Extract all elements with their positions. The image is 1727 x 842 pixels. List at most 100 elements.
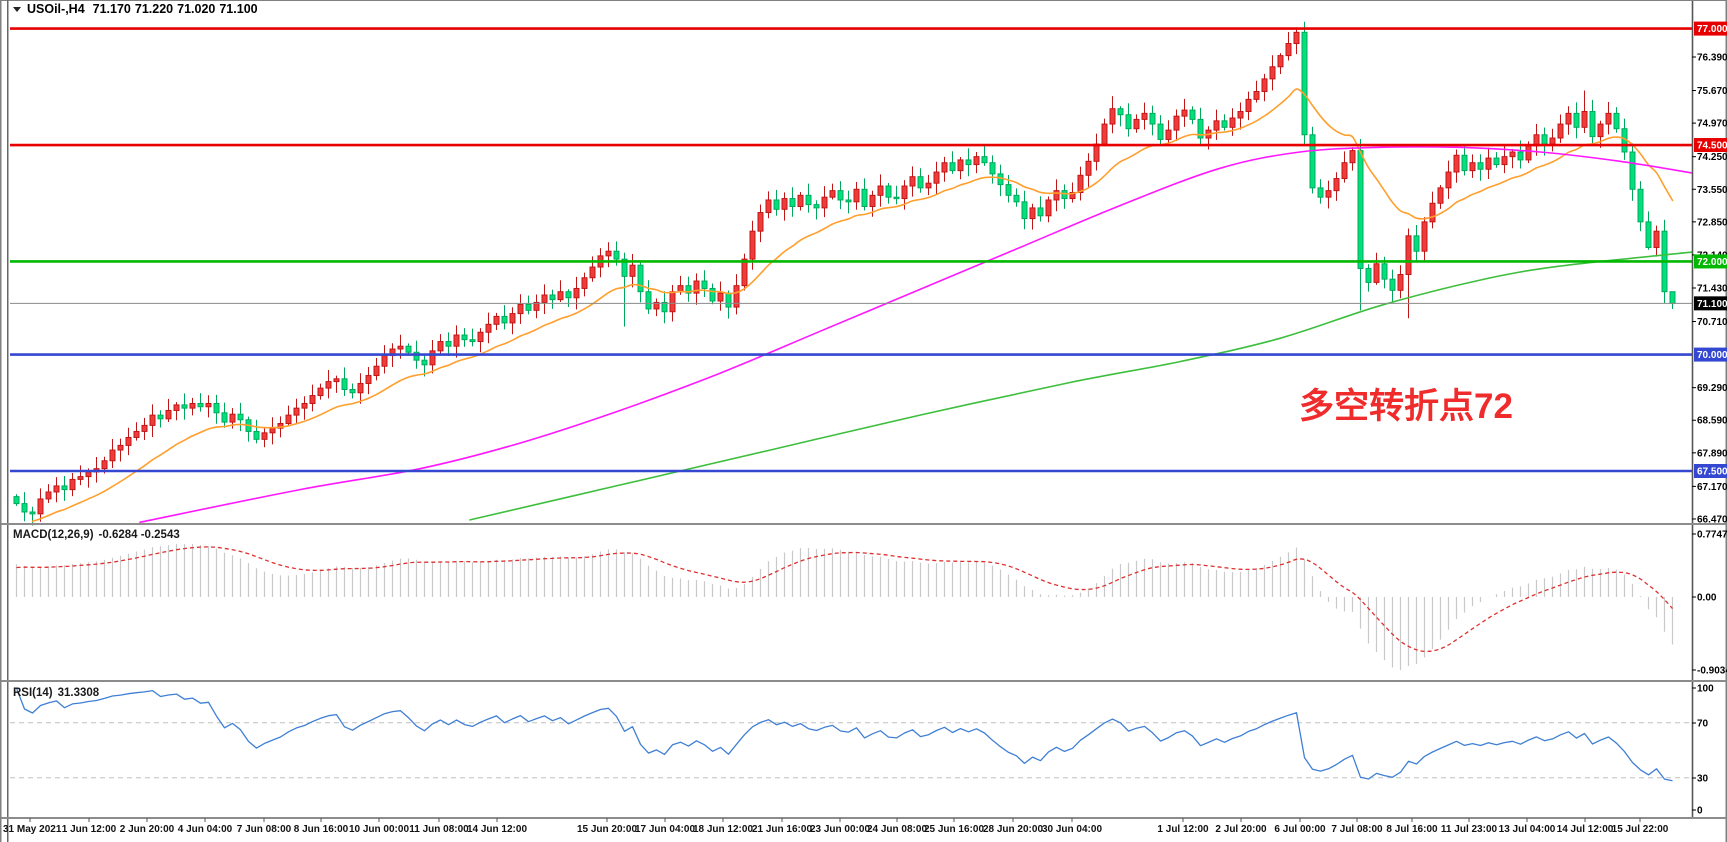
rsi-axis-label: 70 (1697, 719, 1709, 730)
candle-body (1173, 115, 1180, 131)
candle-body (693, 280, 700, 294)
candle-body (1613, 112, 1620, 130)
candle-body (909, 176, 916, 187)
candle-body (229, 413, 236, 423)
candle-body (1317, 187, 1324, 198)
candle-body (293, 407, 300, 416)
candle-body (1189, 109, 1196, 120)
time-tick-label: 7 Jul 08:00 (1331, 824, 1383, 835)
candle-body (1221, 120, 1228, 128)
candle-body (1077, 174, 1084, 194)
candle-body (717, 292, 724, 302)
candle-body (317, 387, 324, 397)
candle-body (821, 196, 828, 209)
candle-body (1093, 143, 1100, 162)
candle-body (517, 303, 524, 315)
candle-body (357, 382, 364, 394)
candle-body (1341, 162, 1348, 180)
candle-body (53, 485, 60, 493)
candle-body (869, 194, 876, 207)
rsi-axis-label: 100 (1697, 684, 1714, 695)
candle-body (1573, 112, 1580, 128)
candle-body (669, 291, 676, 313)
candle-body (589, 266, 596, 279)
candle-body (341, 378, 348, 391)
time-tick-label: 31 May 2021 (3, 824, 62, 835)
candle-body (1253, 90, 1260, 100)
candle-body (757, 212, 764, 232)
time-tick-label: 6 Jul 00:00 (1274, 824, 1326, 835)
candle-body (269, 427, 276, 434)
candle-body (1013, 194, 1020, 203)
candle-body (1669, 291, 1676, 304)
time-tick-label: 11 Jul 23:00 (1441, 824, 1498, 835)
time-tick-label: 8 Jun 16:00 (294, 824, 349, 835)
candle-body (149, 414, 156, 426)
symbol-dropdown-icon[interactable] (13, 7, 21, 12)
candle-body (469, 339, 476, 343)
candle-body (413, 351, 420, 361)
candle-body (1653, 230, 1660, 248)
candle-body (1469, 162, 1476, 172)
candle-body (1285, 42, 1292, 57)
candle-body (1365, 267, 1372, 283)
candle-body (277, 423, 284, 429)
candle-body (301, 402, 308, 409)
price-box-label: 72.000 (1697, 257, 1727, 268)
rsi-label: RSI(14) 31.3308 (13, 687, 100, 699)
candle-body (1381, 263, 1388, 280)
candle-body (749, 230, 756, 260)
candle-body (973, 156, 980, 166)
time-tick-label: 1 Jun 12:00 (62, 824, 117, 835)
price-tick-label: 70.710 (1697, 317, 1727, 328)
candle-body (1493, 157, 1500, 166)
candle-body (77, 476, 84, 480)
candle-body (573, 287, 580, 299)
time-tick-label: 2 Jul 20:00 (1215, 824, 1267, 835)
candle-body (1133, 118, 1140, 130)
price-box-label: 74.500 (1697, 141, 1727, 152)
candle-body (445, 341, 452, 347)
candle-body (1037, 207, 1044, 217)
symbol-period-label: USOil-,H4 (27, 2, 85, 16)
price-tick-label: 72.850 (1697, 217, 1727, 228)
time-tick-label: 28 Jun 20:00 (983, 824, 1043, 835)
price-tick-label: 67.170 (1697, 482, 1727, 493)
candle-body (13, 496, 20, 505)
candle-body (37, 498, 44, 515)
candle-body (509, 313, 516, 324)
time-axis[interactable]: 31 May 2021 1 Jun 12:00 2 Jun 20:00 4 Jun 0… (3, 818, 1669, 835)
price-box (1694, 464, 1727, 479)
candle-body (1197, 118, 1204, 139)
candle-body (261, 432, 268, 440)
candle-body (837, 190, 844, 201)
horizontal-price-lines[interactable] (10, 27, 1692, 473)
time-tick-label: 15 Jul 22:00 (1612, 824, 1669, 835)
rsi-value: 31.3308 (58, 687, 100, 699)
price-tick-label: 67.890 (1697, 448, 1727, 459)
price-axis[interactable]: 76.39075.67074.97074.25073.55072.85072.1… (1692, 21, 1727, 526)
candle-body (1605, 112, 1612, 125)
candle-body (285, 414, 292, 425)
price-box-label: 67.500 (1697, 467, 1727, 478)
candle-body (901, 185, 908, 200)
candle-body (69, 478, 76, 491)
candle-body (813, 204, 820, 209)
window-top-border (0, 0, 1727, 1)
candle-body (565, 291, 572, 299)
candle-body (1501, 156, 1508, 166)
candle-body (773, 199, 780, 210)
price-tick-label: 68.590 (1697, 416, 1727, 427)
candle-body (429, 350, 436, 366)
candle-body (621, 258, 628, 277)
candle-body (797, 194, 804, 207)
candle-body (1397, 273, 1404, 291)
candle-body (1053, 190, 1060, 201)
candle-body (1213, 120, 1220, 131)
candle-body (1461, 154, 1468, 172)
candle-body (1357, 150, 1364, 269)
candle-body (1525, 145, 1532, 161)
candle-body (1021, 201, 1028, 220)
